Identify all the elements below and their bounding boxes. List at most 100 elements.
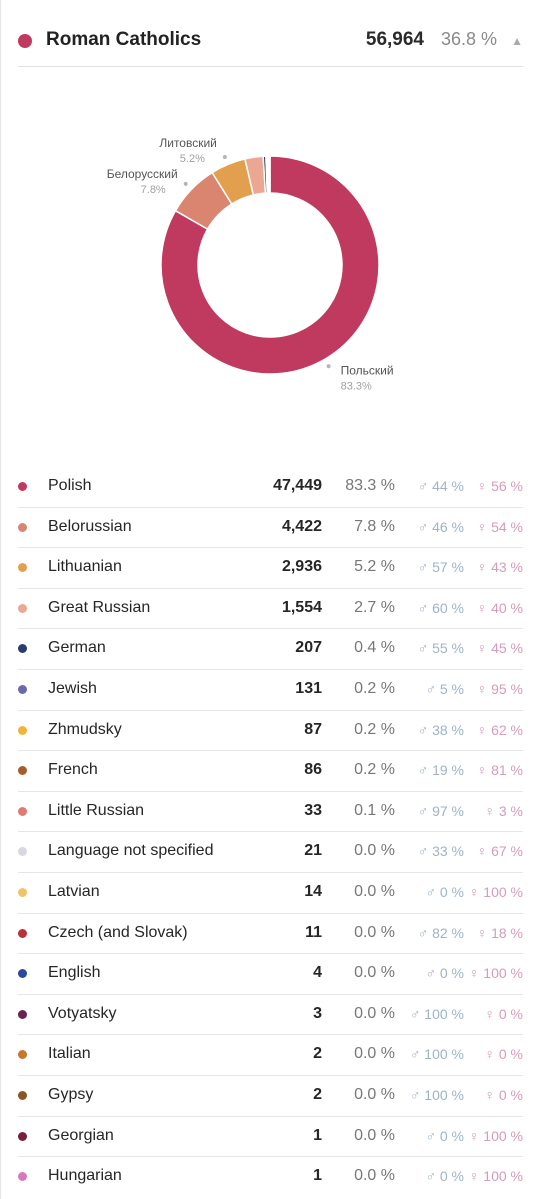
slice-label: Польский — [341, 363, 394, 377]
row-name: Zhmudsky — [48, 720, 122, 738]
row-color-dot — [18, 1009, 27, 1019]
row-female-percent: ♀ 62 % — [476, 721, 523, 738]
caret-up-icon[interactable]: ▲ — [511, 34, 523, 48]
row-male-percent: ♂ 5 % — [425, 680, 464, 697]
row-male-percent: ♂ 55 % — [417, 640, 464, 657]
row-name: Little Russian — [48, 801, 145, 819]
row-female-percent: ♀ 100 % — [468, 883, 523, 900]
row-count: 4 — [313, 964, 322, 982]
language-row[interactable]: Polish 47,449 83.3 % ♂ 44 % ♀ 56 % — [18, 467, 523, 508]
row-name: Gypsy — [48, 1085, 94, 1103]
row-count: 1 — [313, 1167, 322, 1185]
row-female-percent: ♀ 95 % — [476, 680, 523, 697]
row-male-percent: ♂ 38 % — [417, 721, 464, 738]
row-color-dot — [18, 644, 27, 654]
row-female-percent: ♀ 100 % — [468, 1127, 523, 1144]
row-name: Georgian — [48, 1126, 114, 1144]
religion-header[interactable]: Roman Catholics 56,964 36.8 % ▲ — [18, 18, 523, 67]
donut-slice[interactable] — [267, 155, 271, 194]
slice-label-marker — [183, 181, 188, 186]
language-row[interactable]: Hungarian 1 0.0 % ♂ 0 % ♀ 100 % — [18, 1157, 523, 1197]
language-row[interactable]: Georgian 1 0.0 % ♂ 0 % ♀ 100 % — [18, 1117, 523, 1158]
language-row[interactable]: Italian 2 0.0 % ♂ 100 % ♀ 0 % — [18, 1035, 523, 1076]
row-male-percent: ♂ 0 % — [425, 965, 464, 982]
row-percent: 0.0 % — [354, 1085, 395, 1103]
row-male-percent: ♂ 97 % — [417, 802, 464, 819]
row-name: German — [48, 639, 106, 657]
row-name: Language not specified — [48, 842, 214, 860]
row-percent: 0.1 % — [354, 801, 395, 819]
language-row[interactable]: Latvian 14 0.0 % ♂ 0 % ♀ 100 % — [18, 873, 523, 914]
language-row[interactable]: Belorussian 4,422 7.8 % ♂ 46 % ♀ 54 % — [18, 508, 523, 549]
row-color-dot — [18, 725, 27, 735]
row-name: Votyatsky — [48, 1004, 117, 1022]
language-row[interactable]: Czech (and Slovak) 11 0.0 % ♂ 82 % ♀ 18 % — [18, 914, 523, 955]
religion-title: Roman Catholics — [46, 29, 202, 50]
row-name: Great Russian — [48, 598, 151, 616]
row-male-percent: ♂ 100 % — [409, 1086, 464, 1103]
row-female-percent: ♀ 81 % — [476, 762, 523, 779]
row-female-percent: ♀ 0 % — [484, 1046, 523, 1063]
row-male-percent: ♂ 57 % — [417, 559, 464, 576]
language-row[interactable]: Gypsy 2 0.0 % ♂ 100 % ♀ 0 % — [18, 1076, 523, 1117]
row-count: 86 — [304, 761, 322, 779]
language-row[interactable]: Great Russian 1,554 2.7 % ♂ 60 % ♀ 40 % — [18, 589, 523, 630]
row-color-dot — [18, 684, 27, 694]
language-row[interactable]: English 4 0.0 % ♂ 0 % ♀ 100 % — [18, 954, 523, 995]
row-female-percent: ♀ 45 % — [476, 640, 523, 657]
row-female-percent: ♀ 100 % — [468, 1168, 523, 1185]
row-count: 2 — [313, 1085, 322, 1103]
row-color-dot — [18, 563, 27, 573]
row-female-percent: ♀ 0 % — [484, 1086, 523, 1103]
row-count: 207 — [295, 639, 322, 657]
row-female-percent: ♀ 100 % — [468, 965, 523, 982]
row-male-percent: ♂ 60 % — [417, 599, 464, 616]
row-percent: 0.4 % — [354, 639, 395, 657]
row-color-dot — [18, 969, 27, 979]
row-female-percent: ♀ 3 % — [484, 802, 523, 819]
language-row[interactable]: Zhmudsky 87 0.2 % ♂ 38 % ♀ 62 % — [18, 711, 523, 752]
row-count: 87 — [304, 720, 322, 738]
row-percent: 83.3 % — [345, 477, 395, 494]
row-color-dot — [18, 766, 27, 776]
row-color-dot — [18, 1090, 27, 1100]
row-count: 1,554 — [281, 598, 322, 616]
row-female-percent: ♀ 0 % — [484, 1005, 523, 1022]
row-name: Belorussian — [48, 517, 132, 535]
row-color-dot — [18, 1050, 27, 1060]
row-count: 1 — [313, 1126, 322, 1144]
row-female-percent: ♀ 18 % — [476, 924, 523, 941]
language-row[interactable]: French 86 0.2 % ♂ 19 % ♀ 81 % — [18, 751, 523, 792]
slice-label: Белорусский — [107, 167, 178, 181]
language-row[interactable]: Jewish 131 0.2 % ♂ 5 % ♀ 95 % — [18, 670, 523, 711]
row-count: 2 — [313, 1045, 322, 1063]
row-color-dot — [18, 482, 27, 491]
row-male-percent: ♂ 19 % — [417, 762, 464, 779]
row-color-dot — [18, 1172, 27, 1182]
row-color-dot — [18, 847, 27, 857]
slice-label: Литовский — [159, 136, 217, 150]
language-row[interactable]: German 207 0.4 % ♂ 55 % ♀ 45 % — [18, 629, 523, 670]
row-male-percent: ♂ 100 % — [409, 1046, 464, 1063]
row-percent: 0.0 % — [354, 923, 395, 941]
row-count: 21 — [304, 842, 322, 860]
row-count: 2,936 — [281, 558, 322, 576]
language-row[interactable]: Language not specified 21 0.0 % ♂ 33 % ♀ 67 … — [18, 832, 523, 873]
donut-slice[interactable] — [160, 155, 380, 375]
row-percent: 0.2 % — [354, 720, 395, 738]
row-percent: 0.2 % — [354, 679, 395, 697]
row-male-percent: ♂ 0 % — [425, 883, 464, 900]
row-female-percent: ♀ 54 % — [476, 518, 523, 535]
language-row[interactable]: Lithuanian 2,936 5.2 % ♂ 57 % ♀ 43 % — [18, 548, 523, 589]
language-row[interactable]: Little Russian 33 0.1 % ♂ 97 % ♀ 3 % — [18, 792, 523, 833]
row-count: 14 — [304, 882, 322, 900]
row-name: Latvian — [48, 882, 100, 900]
row-male-percent: ♂ 33 % — [417, 843, 464, 860]
row-percent: 0.0 % — [354, 1167, 395, 1185]
row-percent: 0.0 % — [354, 842, 395, 860]
row-female-percent: ♀ 43 % — [476, 559, 523, 576]
row-percent: 0.0 % — [354, 1045, 395, 1063]
language-row[interactable]: Votyatsky 3 0.0 % ♂ 100 % ♀ 0 % — [18, 995, 523, 1036]
row-name: Jewish — [48, 679, 97, 697]
row-color-dot — [18, 603, 27, 613]
